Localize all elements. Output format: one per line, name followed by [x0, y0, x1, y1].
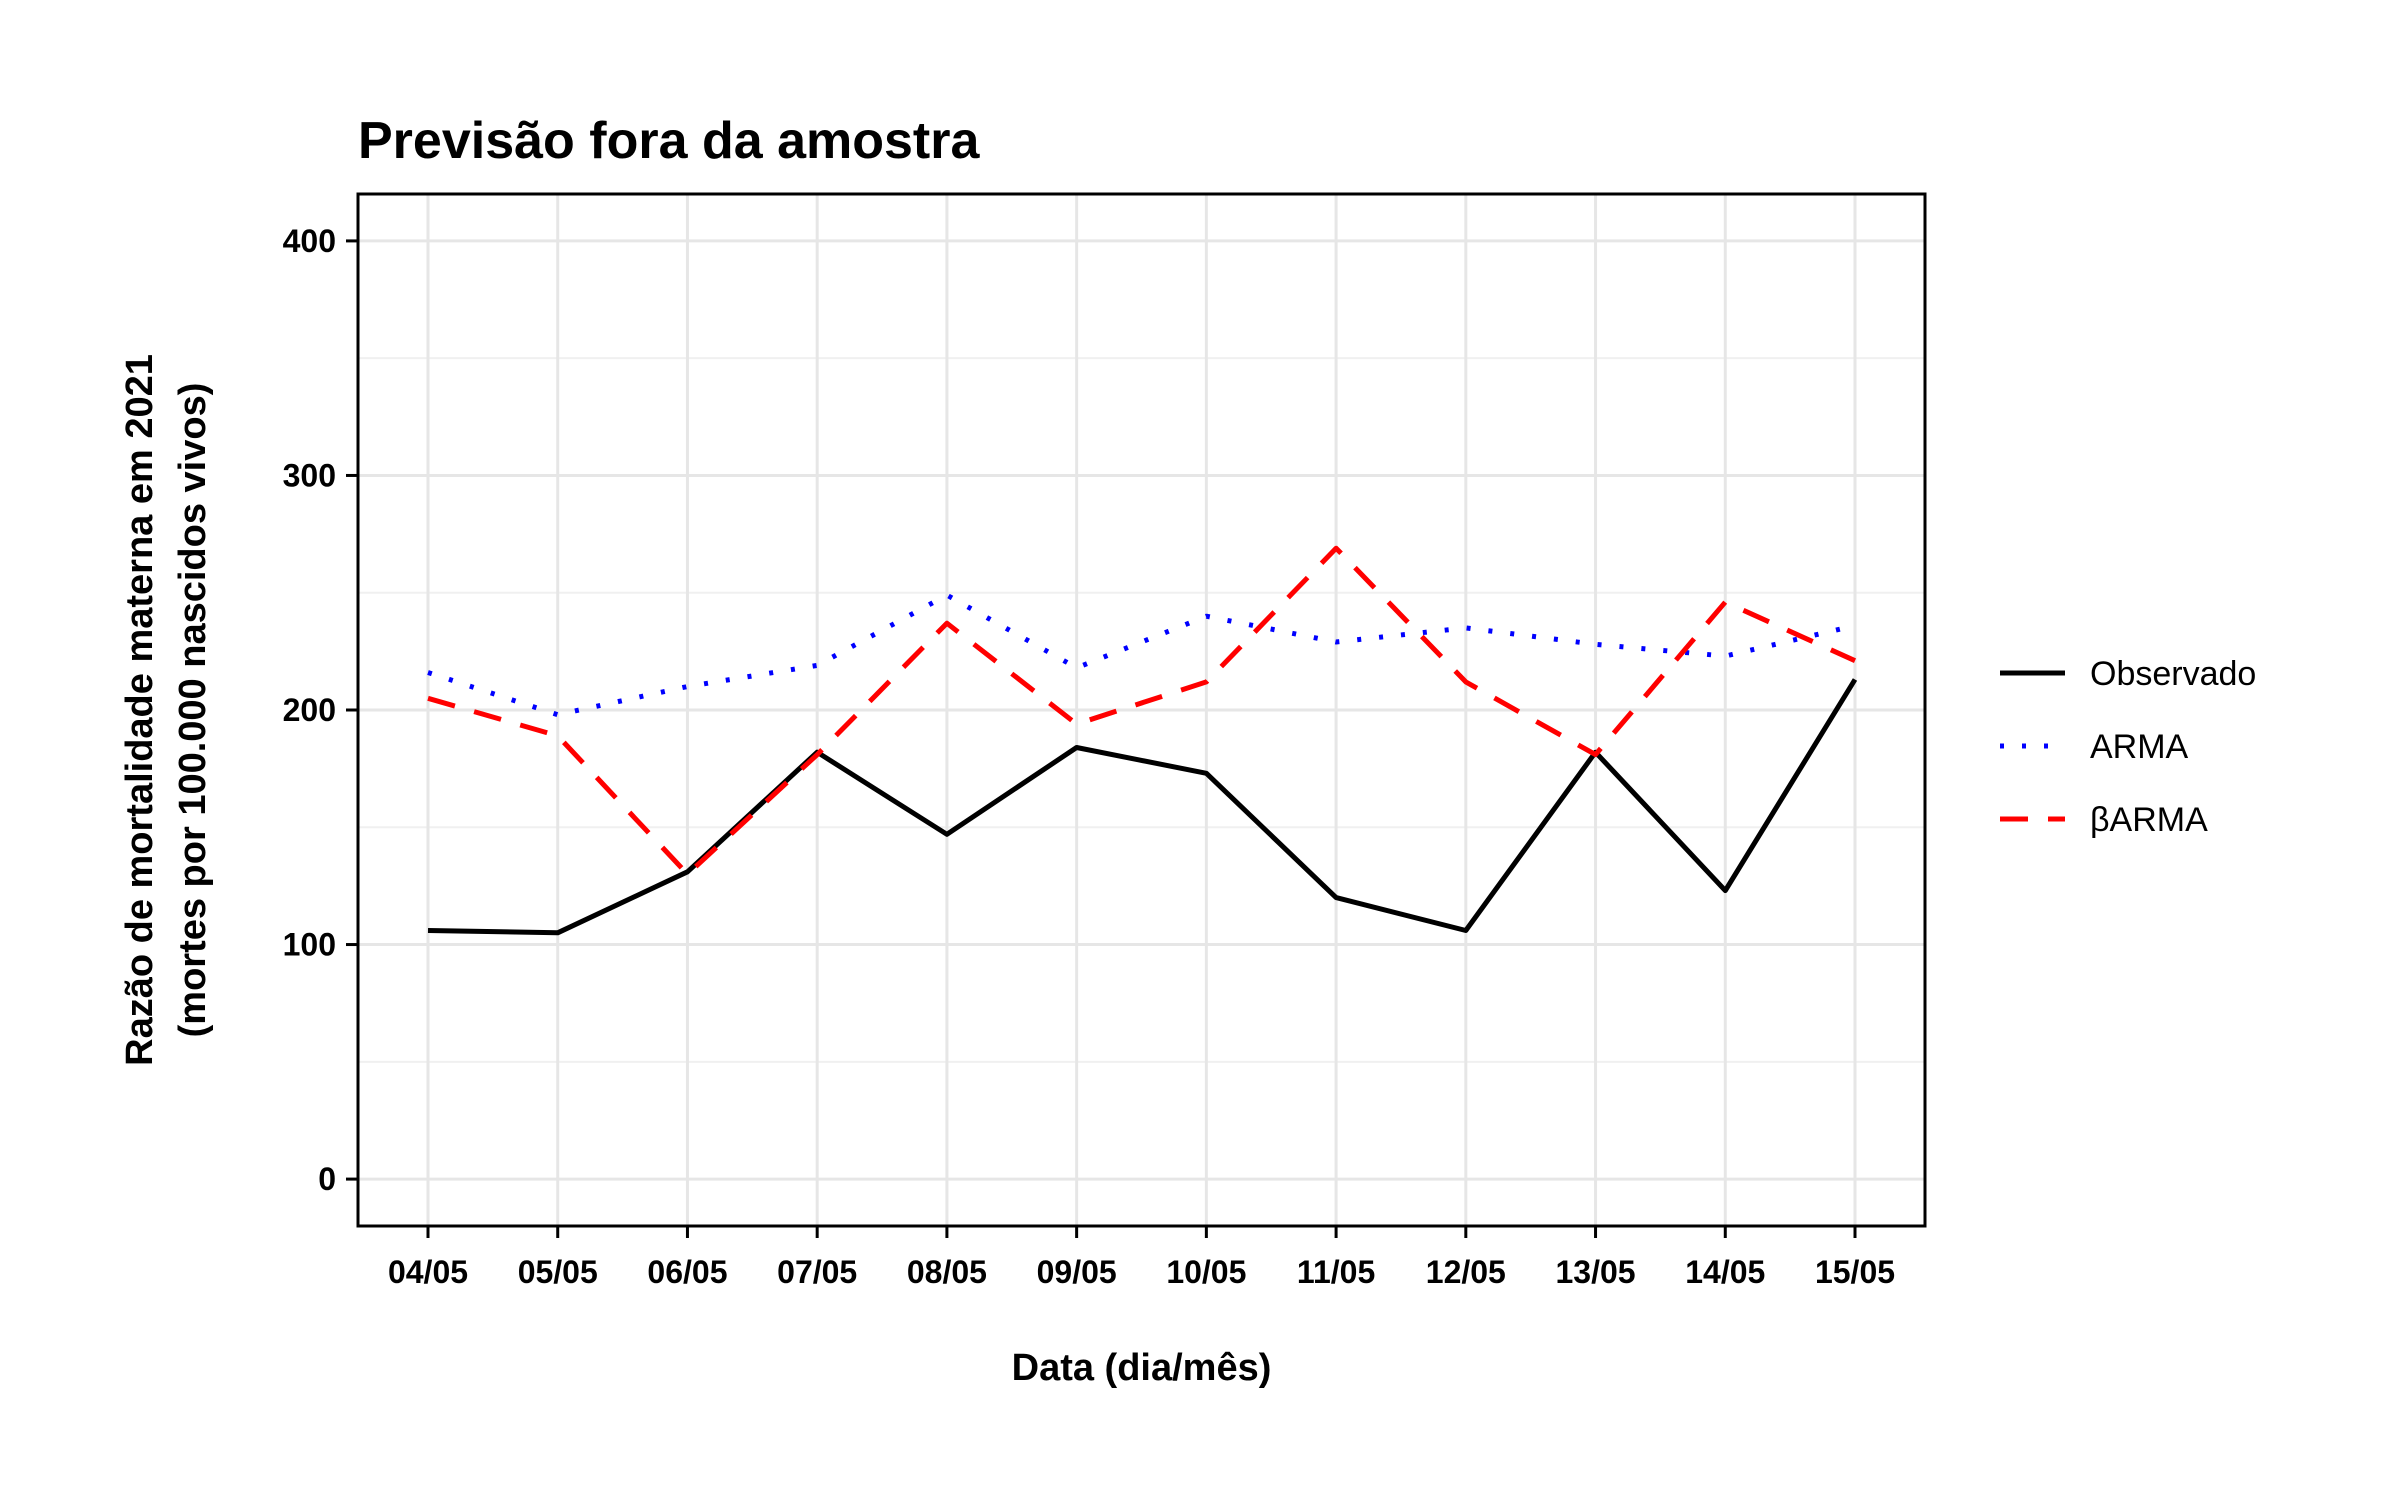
x-tick-label: 05/05 — [518, 1254, 598, 1290]
y-tick-label: 100 — [283, 927, 336, 963]
y-tick-label: 0 — [318, 1161, 336, 1197]
series-line-arma — [427, 545, 1857, 877]
y-tick-label: 300 — [283, 457, 336, 493]
x-axis-title: Data (dia/mês) — [1012, 1347, 1272, 1389]
x-tick-label: 06/05 — [647, 1254, 727, 1290]
series-line-observado — [427, 678, 1858, 936]
x-tick-label: 10/05 — [1166, 1254, 1246, 1290]
y-tick-label: 400 — [283, 223, 336, 259]
legend-label: ARMA — [2090, 728, 2189, 766]
y-axis-title-line-1: Razão de mortalidade materna em 2021 — [119, 354, 161, 1066]
y-tick-label: 200 — [283, 692, 336, 728]
x-tick-label: 11/05 — [1297, 1254, 1375, 1290]
chart-title: Previsão fora da amostra — [358, 112, 980, 170]
x-tick-label: 08/05 — [907, 1254, 987, 1290]
legend-label: Observado — [2090, 655, 2256, 693]
axes: 0 100 200 300 400 04/05 05/05 06/05 07/05 08/05 09… — [283, 223, 1895, 1290]
x-tick-label: 13/05 — [1556, 1254, 1636, 1290]
x-tick-label: 12/05 — [1426, 1254, 1506, 1290]
x-tick-label: 14/05 — [1685, 1254, 1765, 1290]
grid-lines — [358, 194, 1925, 1226]
x-tick-label: 04/05 — [388, 1254, 468, 1290]
x-tick-label: 09/05 — [1037, 1254, 1117, 1290]
x-tick-label: 07/05 — [777, 1254, 857, 1290]
y-axis-title-line-2: (mortes por 100.000 nascidos vivos) — [172, 383, 214, 1038]
x-tick-label: 15/05 — [1815, 1254, 1895, 1290]
series-lines — [427, 545, 1858, 936]
legend-label: βARMA — [2090, 801, 2208, 839]
legend: Observado ARMA βARMA — [2000, 655, 2256, 839]
